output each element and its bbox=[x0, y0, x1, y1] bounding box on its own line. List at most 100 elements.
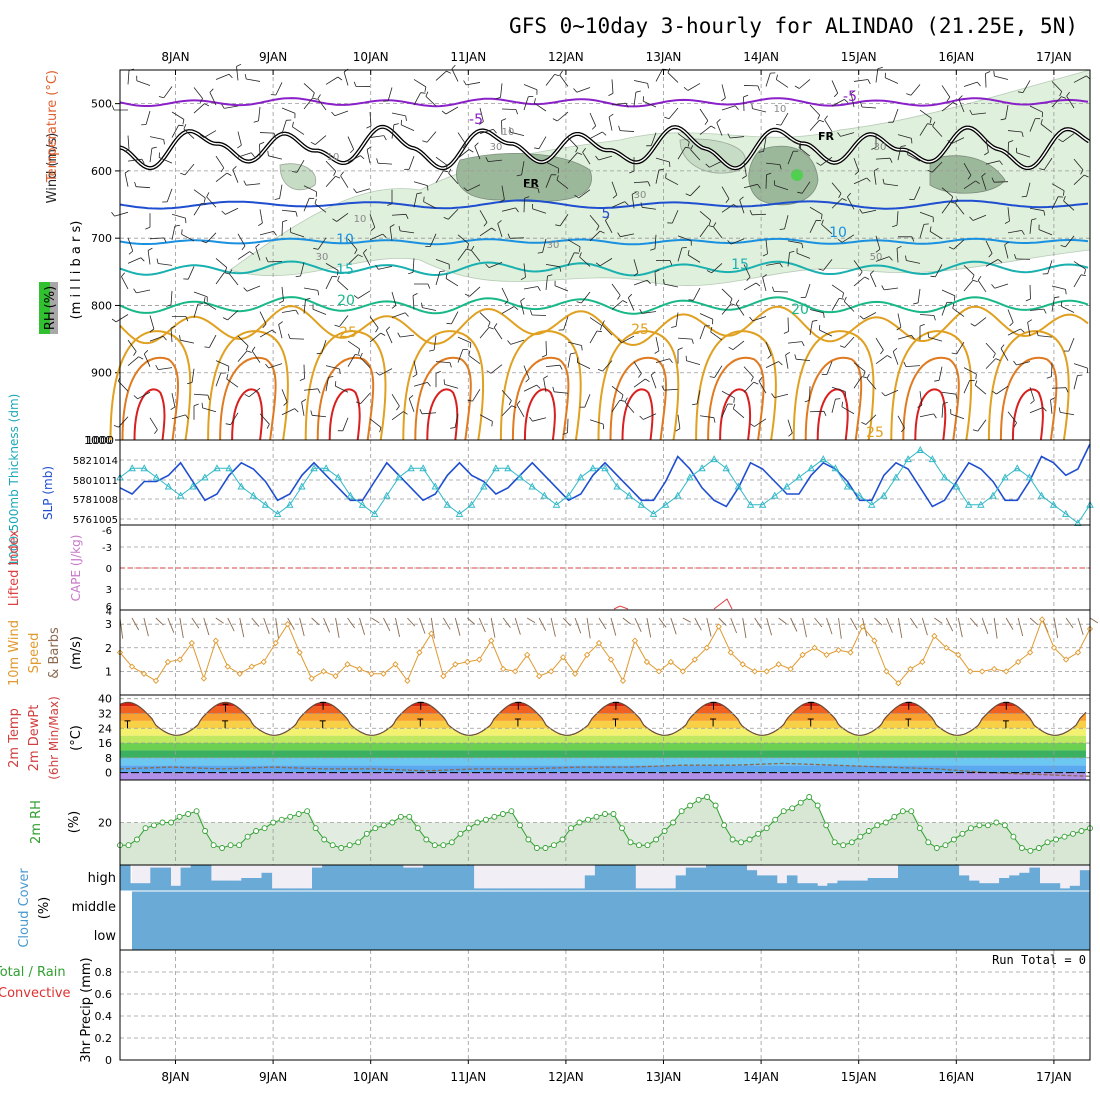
isotherm-30-lobe bbox=[804, 356, 863, 441]
upper-ylabel-mb: (m i l l i b a r s) bbox=[69, 221, 84, 320]
rh-point bbox=[882, 819, 889, 826]
wind-barb-flag bbox=[896, 326, 902, 331]
wind-barb bbox=[765, 262, 780, 266]
wind-barb bbox=[391, 112, 406, 117]
wind-barb-10m bbox=[921, 617, 928, 636]
wind-barb bbox=[941, 187, 953, 198]
wind-barb bbox=[885, 77, 899, 84]
wind-barb-flag bbox=[354, 249, 358, 255]
wind-barb bbox=[387, 87, 393, 102]
thickness-point bbox=[625, 491, 634, 499]
thickness-point bbox=[431, 482, 440, 490]
wind-speed-point bbox=[727, 649, 734, 656]
wind-speed-point bbox=[248, 663, 255, 670]
thickness-point bbox=[892, 473, 900, 481]
wind-barb-flag bbox=[1013, 422, 1017, 428]
wind-barb bbox=[831, 80, 839, 94]
wind-barb-flag bbox=[349, 149, 354, 154]
wind-barb-flag bbox=[201, 203, 207, 205]
wind-ylabel-1: 10m Wind bbox=[7, 620, 22, 686]
wind-barb bbox=[1007, 142, 1009, 157]
wind-barb bbox=[567, 137, 578, 148]
wind-barb-flag bbox=[185, 316, 189, 322]
wind-barb bbox=[567, 252, 575, 266]
wind-barb bbox=[763, 137, 767, 152]
wind-barb-flag bbox=[403, 411, 408, 415]
rh-point bbox=[244, 833, 251, 840]
wind-barb-flag bbox=[552, 386, 555, 392]
wind-barb bbox=[994, 283, 1009, 289]
wind-barb-10m bbox=[203, 617, 210, 636]
wind-barb bbox=[391, 213, 407, 216]
wind-barb-flag bbox=[375, 264, 379, 270]
wind-barb-flag bbox=[983, 152, 989, 156]
wind-barb-flag bbox=[228, 73, 233, 79]
wind-speed-point bbox=[176, 656, 184, 663]
wind-barb bbox=[665, 177, 679, 186]
wind-barb bbox=[1051, 297, 1055, 312]
wind-barb-10m bbox=[454, 617, 461, 636]
wind-barb bbox=[589, 330, 598, 344]
wind-barb-flag bbox=[555, 224, 561, 227]
wind-barb bbox=[215, 360, 229, 367]
wind-speed-point bbox=[643, 658, 651, 666]
wind-barb bbox=[844, 301, 855, 312]
rh-contour-label: 30 bbox=[316, 252, 329, 263]
wind-barb bbox=[853, 177, 867, 185]
wind-barb bbox=[412, 295, 415, 310]
thickness-tick-label: 580 bbox=[73, 476, 92, 487]
wind-barb bbox=[963, 162, 972, 176]
wind-barb-flag bbox=[933, 413, 937, 419]
wind-barb bbox=[956, 341, 965, 355]
wind-speed-point bbox=[931, 632, 938, 640]
wind-barb-flag bbox=[778, 361, 783, 366]
cloud-high-bar bbox=[402, 867, 414, 891]
rh-point bbox=[933, 845, 940, 851]
wind-barb bbox=[357, 290, 371, 299]
wind-barb bbox=[215, 155, 225, 169]
wind-barb bbox=[454, 413, 459, 428]
wind-barb bbox=[831, 182, 842, 194]
wind-barb-flag bbox=[995, 358, 1001, 361]
rh-point bbox=[423, 836, 430, 843]
temp-band bbox=[120, 757, 1086, 766]
top-date-label: 13JAN bbox=[646, 50, 682, 64]
wind-barb-10m bbox=[167, 617, 175, 633]
wind-barb bbox=[435, 170, 444, 183]
wind-barb-flag bbox=[750, 423, 755, 427]
wind-barb-flag bbox=[1050, 397, 1056, 401]
wind-barb-flag bbox=[864, 276, 870, 280]
wind-barb bbox=[917, 288, 921, 303]
thickness-point bbox=[576, 473, 585, 481]
wind-barb bbox=[1007, 328, 1021, 336]
wind-barb-flag bbox=[930, 275, 936, 278]
wind-barb bbox=[236, 66, 239, 81]
wind-barb-flag bbox=[183, 124, 187, 130]
cloud-high-bar bbox=[857, 880, 869, 891]
rh-point bbox=[653, 836, 660, 843]
wind-barb-flag bbox=[1063, 196, 1066, 202]
wind-barb bbox=[281, 408, 295, 416]
wind-barb-10m bbox=[526, 617, 536, 623]
wind-barb-flag bbox=[575, 147, 579, 153]
bottom-date-label: 17JAN bbox=[1036, 1070, 1072, 1084]
wind-barb-flag bbox=[201, 240, 207, 244]
rh-shade-mid bbox=[279, 163, 317, 191]
wind-barb-flag bbox=[596, 225, 600, 231]
wind-barb bbox=[598, 155, 613, 161]
wind-barb bbox=[667, 72, 679, 83]
wind-barb bbox=[655, 169, 660, 184]
wind-barb bbox=[183, 128, 195, 139]
rh-point bbox=[661, 828, 668, 834]
wind-barb bbox=[149, 315, 155, 330]
wind-barb bbox=[935, 264, 943, 277]
temp-outline bbox=[119, 701, 1087, 736]
rh-area-dark bbox=[120, 797, 1090, 865]
cloud-high-bar bbox=[190, 865, 202, 891]
wind-barb bbox=[1038, 335, 1053, 338]
wind-barb bbox=[853, 376, 863, 389]
wind-barb bbox=[557, 111, 569, 122]
wind-barb bbox=[963, 367, 977, 375]
wind-barb-flag bbox=[771, 393, 775, 398]
